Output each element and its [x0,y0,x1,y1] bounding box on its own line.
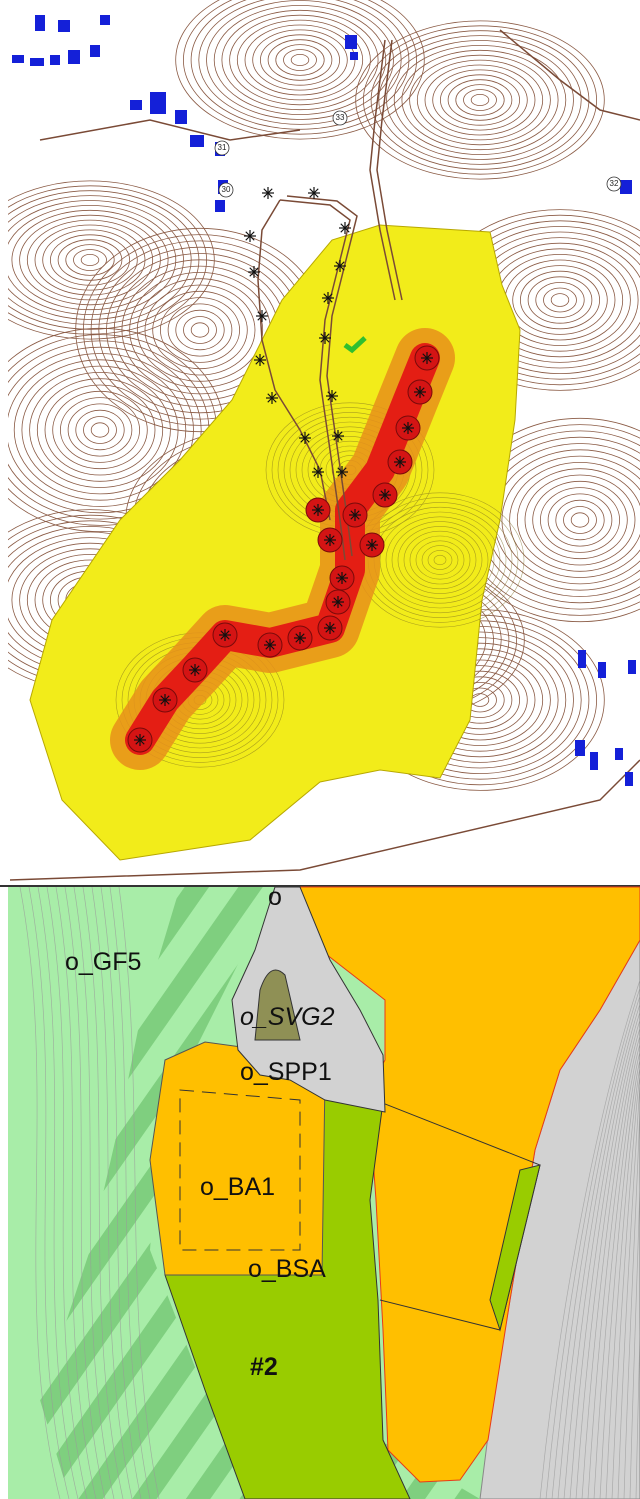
building [50,55,60,65]
building [35,15,45,31]
zone-label: #2 [250,1353,278,1381]
building [350,52,358,60]
building [190,135,204,147]
zone-label: o_SVG2 [240,1003,335,1031]
building [90,45,100,57]
building [68,50,80,64]
building [58,20,70,32]
building [590,752,598,770]
zone-label: o_BA1 [200,1173,275,1201]
building [620,180,632,194]
zone-label: o_SPP1 [240,1058,332,1086]
building [615,748,623,760]
building [575,740,585,756]
house-number: 30 [222,185,231,194]
house-number: 33 [336,113,345,122]
building [150,92,166,114]
page: {"top_map": {"house_numbers": ["33", "31… [0,0,640,1499]
building [598,662,606,678]
map-view: 33 31 30 32 o o_GF5 o_SVG2 o_SPP1 o_BA1 o_BSA #2 [0,0,640,1499]
building [578,650,586,668]
building [100,15,110,25]
building [30,58,44,66]
building [12,55,24,63]
building [625,772,633,786]
building [215,200,225,212]
top-map: 33 31 30 32 [0,0,640,885]
building [130,100,142,110]
building [345,35,357,49]
building [628,660,636,674]
zone-label: o [268,883,282,911]
zone-label: o_GF5 [65,948,141,976]
zone-label: o_BSA [248,1255,326,1283]
house-number: 32 [610,179,619,188]
bottom-map: o o_GF5 o_SVG2 o_SPP1 o_BA1 o_BSA #2 [8,883,640,1499]
building [175,110,187,124]
house-number: 31 [218,143,227,152]
